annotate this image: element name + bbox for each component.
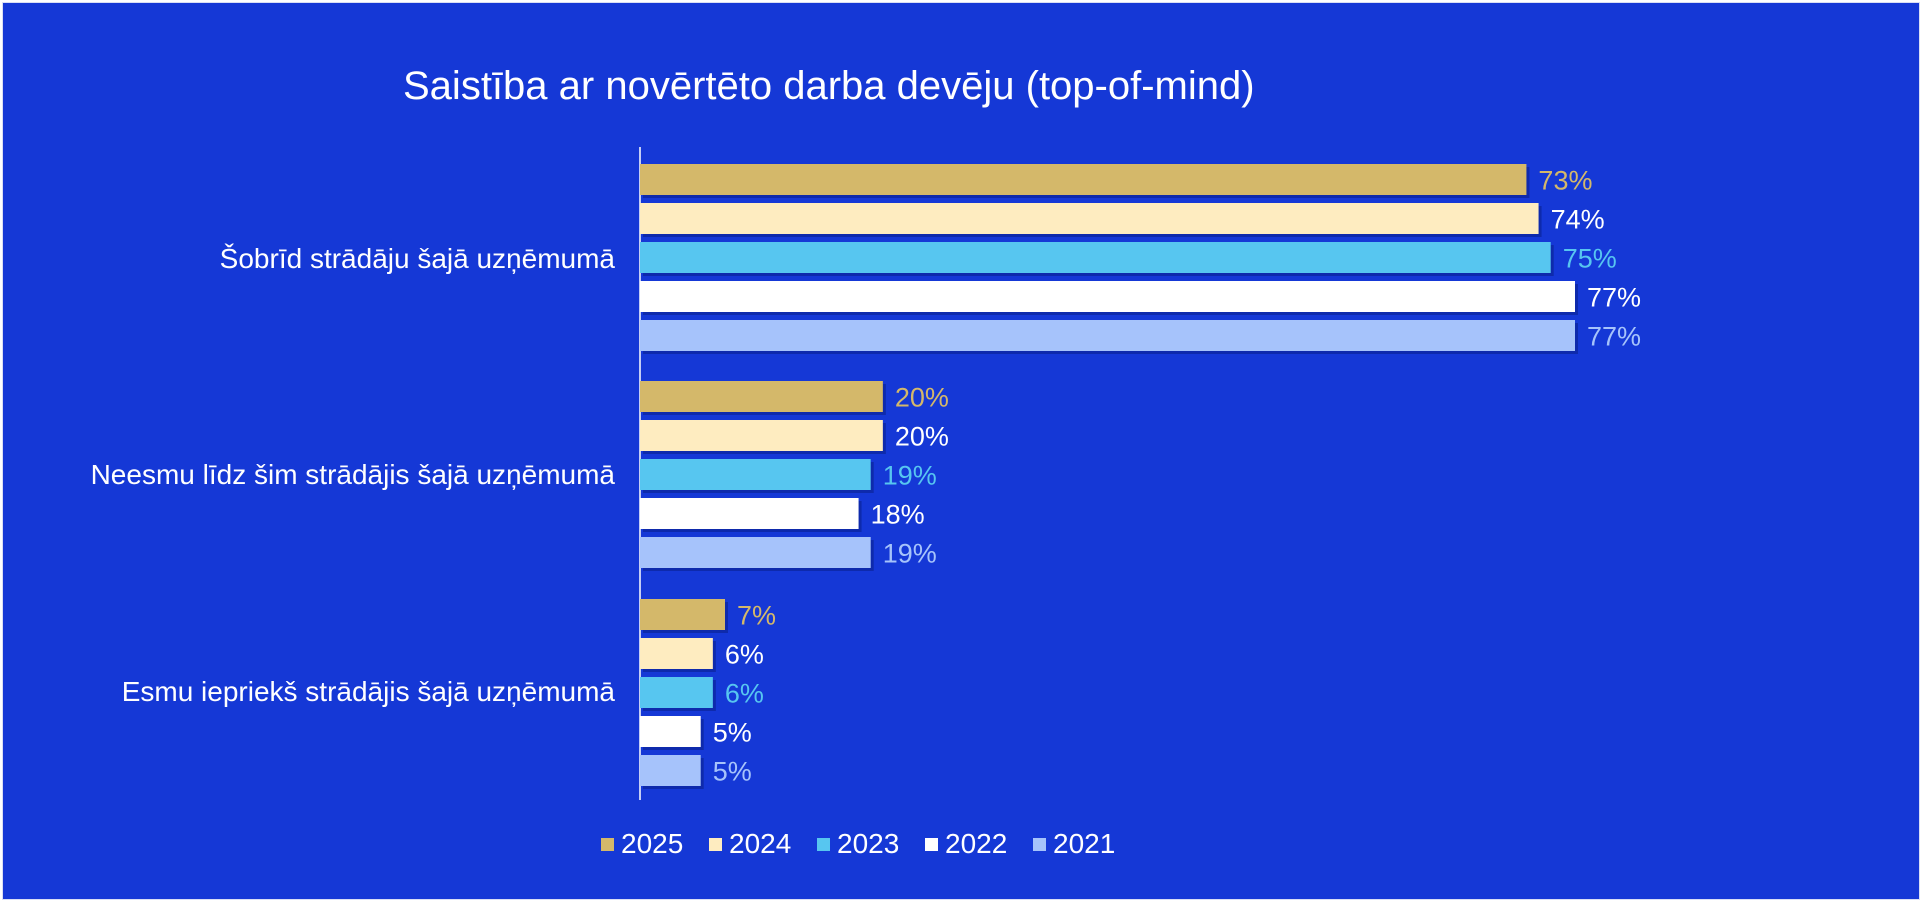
bars-layer	[640, 164, 1578, 789]
bar-2023	[640, 242, 1551, 273]
value-label: 6%	[725, 679, 764, 709]
legend-swatch	[925, 838, 938, 851]
value-label: 77%	[1587, 283, 1641, 313]
legend-swatch	[1033, 838, 1046, 851]
value-label: 5%	[713, 757, 752, 787]
bar-2022	[640, 498, 859, 529]
legend-swatch	[817, 838, 830, 851]
chart-title: Saistība ar novērtēto darba devēju (top-…	[403, 64, 1255, 108]
value-label: 77%	[1587, 322, 1641, 352]
legend-label: 2021	[1053, 828, 1115, 859]
value-label: 20%	[895, 383, 949, 413]
value-label: 75%	[1563, 244, 1617, 274]
value-label: 18%	[871, 500, 925, 530]
bar-2025	[640, 164, 1527, 195]
bar-2021	[640, 755, 701, 786]
category-label: Šobrīd strādāju šajā uzņēmumā	[220, 243, 616, 274]
bar-2021	[640, 320, 1575, 351]
bar-2021	[640, 537, 871, 568]
value-label: 19%	[883, 539, 937, 569]
legend-swatch	[709, 838, 722, 851]
legend-label: 2025	[621, 828, 683, 859]
value-label: 73%	[1538, 166, 1592, 196]
bar-2024	[640, 638, 713, 669]
value-label: 19%	[883, 461, 937, 491]
bar-2025	[640, 599, 725, 630]
value-label: 74%	[1551, 205, 1605, 235]
bar-2024	[640, 203, 1539, 234]
legend: 2025 2024 2023 2022 2021	[601, 828, 1115, 859]
value-label: 7%	[737, 601, 776, 631]
labels-layer: Šobrīd strādāju šajā uzņēmumā Neesmu līdz…	[91, 166, 1641, 787]
legend-label: 2022	[945, 828, 1007, 859]
value-label: 5%	[713, 718, 752, 748]
bar-2024	[640, 420, 883, 451]
bar-chart: Saistība ar novērtēto darba devēju (top-…	[91, 64, 1641, 859]
value-label: 20%	[895, 422, 949, 452]
value-label: 6%	[725, 640, 764, 670]
legend-label: 2023	[837, 828, 899, 859]
bar-2022	[640, 281, 1575, 312]
bar-2022	[640, 716, 701, 747]
legend-label: 2024	[729, 828, 791, 859]
bar-2025	[640, 381, 883, 412]
legend-swatch	[601, 838, 614, 851]
category-label: Esmu iepriekš strādājis šajā uzņēmumā	[122, 676, 616, 707]
bar-2023	[640, 459, 871, 490]
bar-2023	[640, 677, 713, 708]
category-label: Neesmu līdz šim strādājis šajā uzņēmumā	[91, 459, 616, 490]
